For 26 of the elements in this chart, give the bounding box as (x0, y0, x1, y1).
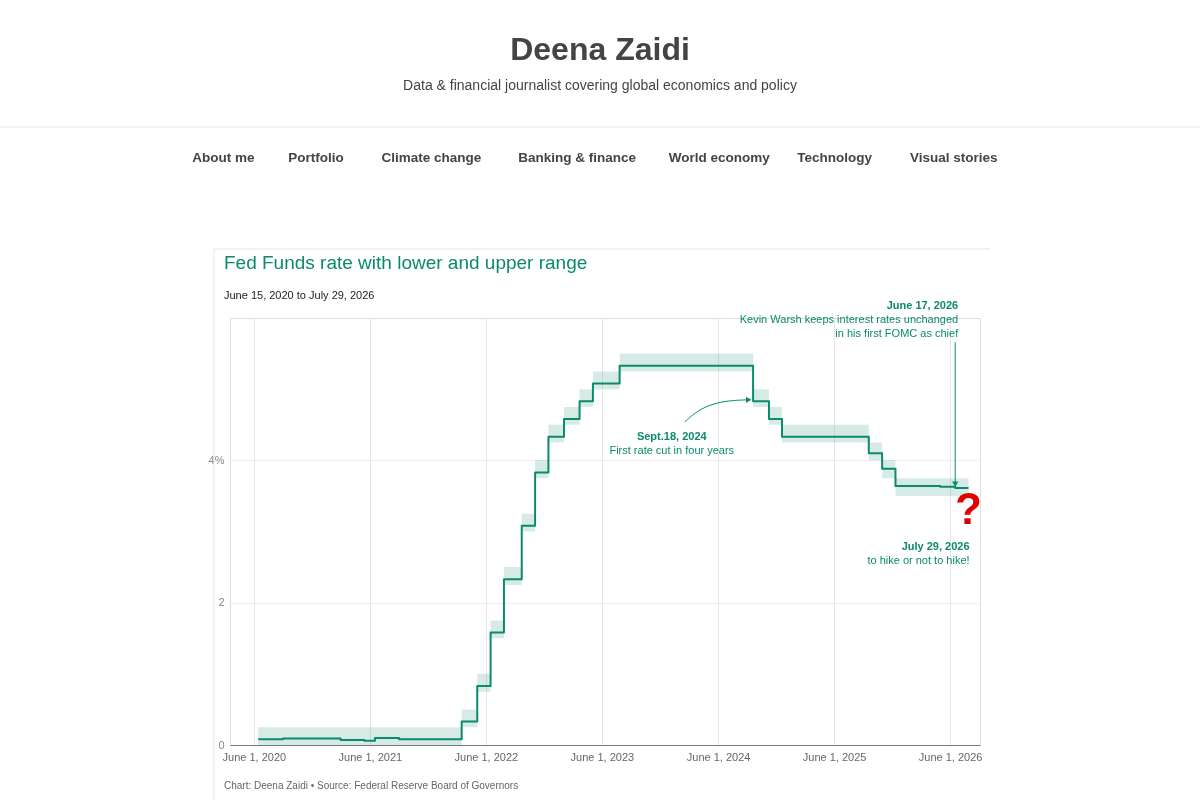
annotation: Sept.18, 2024 First rate cut in four years (609, 429, 735, 456)
annotation: June 17, 2026 Kevin Warsh keeps interest rates unchanged in his first FOMC as chief (739, 299, 960, 340)
x-tick-label: June 1, 2020 (222, 750, 287, 763)
x-tick-label: June 1, 2022 (454, 750, 519, 763)
annotation: July 29, 2026 to hike or not to hike! (867, 540, 970, 567)
x-tick-label: June 1, 2023 (570, 750, 635, 763)
x-tick-label: June 1, 2026 (918, 750, 983, 763)
y-tick-label: 4% (208, 453, 225, 466)
text: Banking & finance (518, 150, 637, 165)
text: Portfolio (288, 150, 344, 165)
y-tick-label: 0 (218, 738, 225, 751)
text: Climate change (381, 150, 482, 165)
text: Deena Zaidi (510, 31, 690, 67)
text: Visual stories (910, 150, 998, 165)
text: Data & financial journalist covering global economics and policy (403, 77, 797, 93)
text: World economy (668, 150, 771, 165)
chart-subtitle: June 15, 2020 to July 29, 2026 (224, 289, 375, 301)
chart-title: Fed Funds rate with lower and upper range (224, 252, 588, 273)
text: Chart: Deena Zaidi • Source: Federal Reserve Board of Governors (224, 780, 519, 791)
text: About me (192, 150, 256, 165)
x-tick-label: June 1, 2025 (802, 750, 867, 763)
annotation: ? (955, 484, 982, 534)
y-tick-label: 2 (218, 596, 225, 609)
x-tick-label: June 1, 2024 (686, 750, 751, 763)
x-tick-label: June 1, 2021 (338, 750, 403, 763)
text: Technology (797, 150, 873, 165)
